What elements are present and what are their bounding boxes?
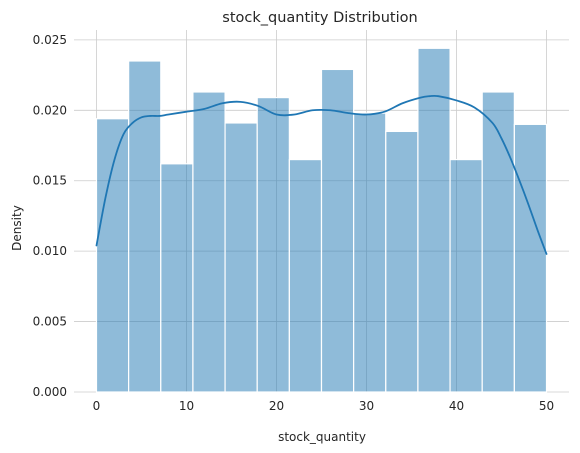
x-tick-label: 20	[269, 399, 284, 413]
x-tick-label: 10	[179, 399, 194, 413]
x-tick-label: 0	[93, 399, 101, 413]
histogram-bar	[288, 158, 323, 393]
y-tick-label: 0.025	[33, 33, 67, 47]
bars-layer	[95, 47, 548, 393]
histogram-bar	[417, 47, 451, 393]
histogram-bar	[95, 118, 130, 393]
histogram-bar	[385, 130, 419, 393]
x-tick-label: 30	[359, 399, 374, 413]
y-axis-label: Density	[10, 205, 24, 251]
histogram-bar	[192, 91, 226, 393]
chart-title: stock_quantity Distribution	[222, 10, 417, 26]
x-tick-label: 40	[449, 399, 464, 413]
y-tick-label: 0.010	[33, 244, 67, 258]
histogram-bar	[256, 97, 290, 393]
y-tick-label: 0.015	[33, 174, 67, 188]
histogram-bar	[224, 122, 258, 393]
y-tick-label: 0.020	[33, 103, 67, 117]
histogram-bar	[128, 60, 162, 393]
y-tick-label: 0.000	[33, 385, 67, 399]
histogram-bar	[160, 163, 194, 393]
histogram-bar	[513, 123, 548, 393]
ticks-layer: 0.000 0.005 0.010 0.015 0.020 0.025 0 10 20 30 40 5…	[33, 33, 555, 413]
histogram-bar	[449, 158, 483, 393]
y-tick-label: 0.005	[33, 315, 67, 329]
histogram-bar	[353, 112, 387, 393]
histogram-bar	[481, 91, 515, 393]
kde-line	[95, 94, 548, 255]
x-axis-label: stock_quantity	[278, 430, 366, 444]
x-tick-label: 50	[539, 399, 554, 413]
histogram-bar	[320, 68, 355, 393]
